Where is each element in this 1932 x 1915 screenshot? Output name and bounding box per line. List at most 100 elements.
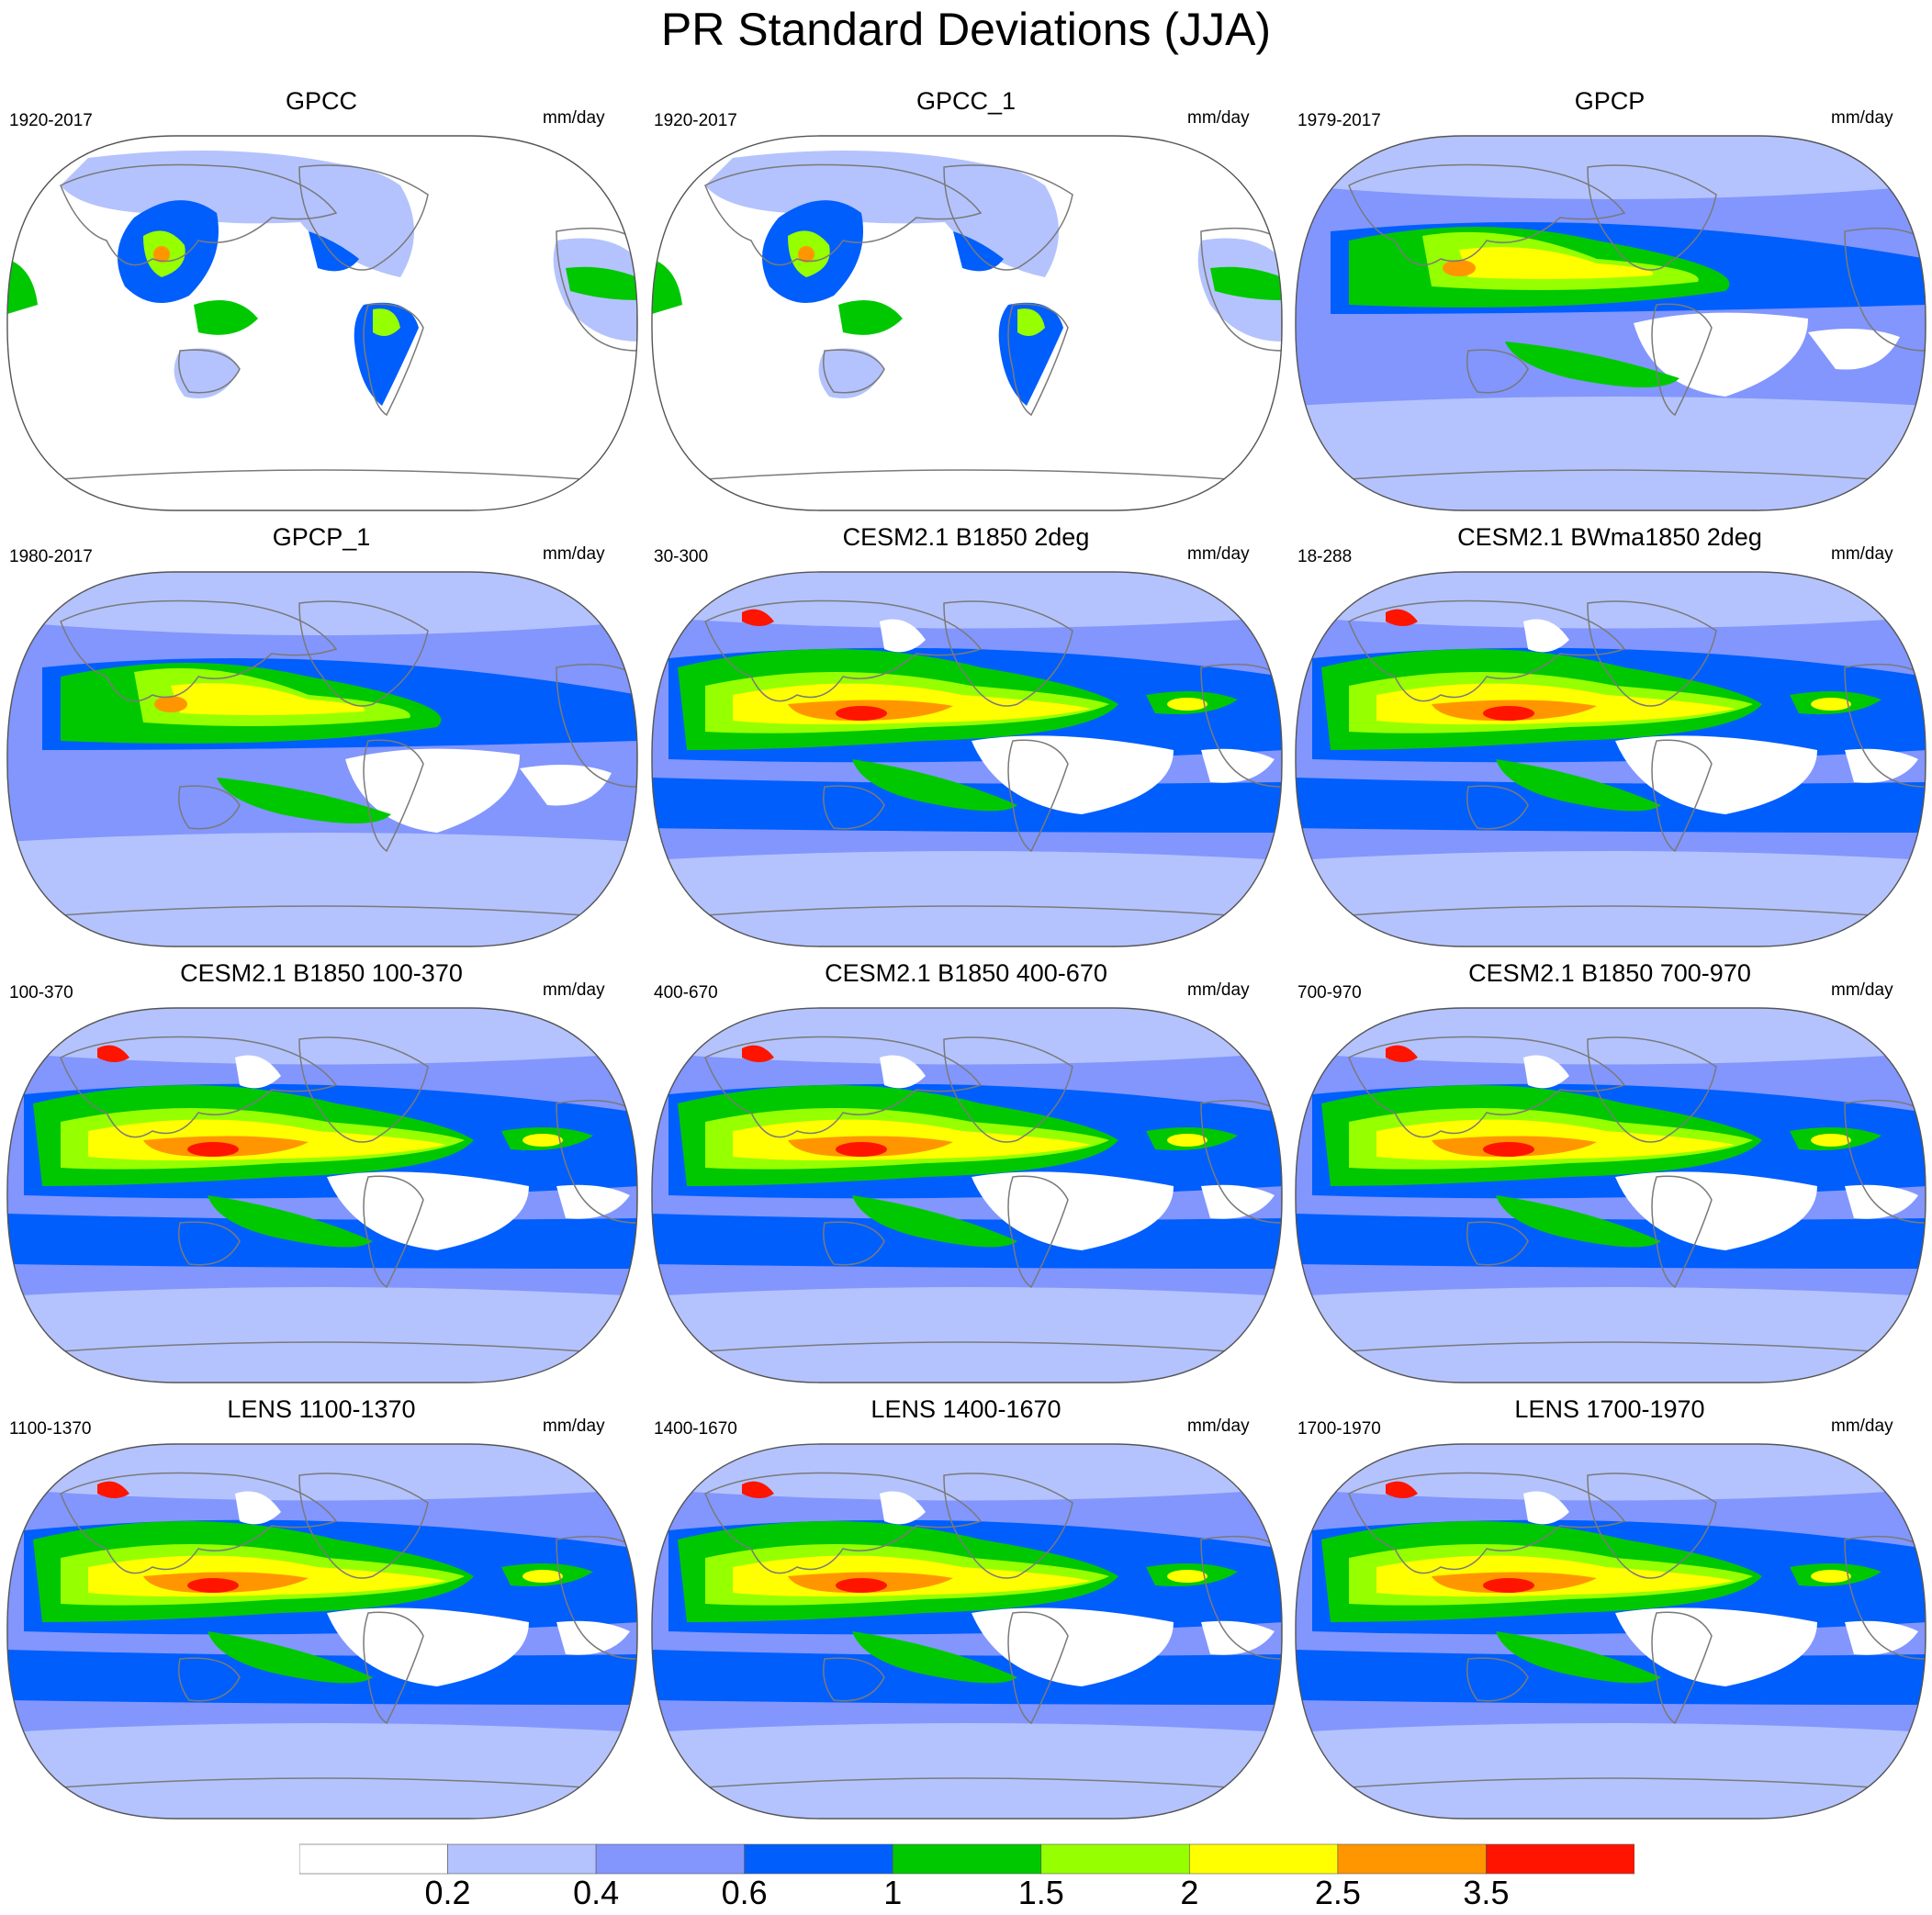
coastline xyxy=(704,905,1230,916)
field-central-america xyxy=(953,231,1004,272)
field-max xyxy=(836,1578,887,1593)
field-spcz xyxy=(1505,342,1679,387)
field-dry-atlantic xyxy=(1808,329,1900,370)
map-panel: LENS 1400-1670 1400-1670 mm/day xyxy=(645,1391,1287,1820)
coastline xyxy=(704,1036,983,1138)
coastline xyxy=(1007,1611,1069,1725)
map-outline xyxy=(651,571,1283,947)
map-outline xyxy=(6,135,638,511)
panel-units: mm/day xyxy=(1187,544,1250,564)
colorbar-swatch xyxy=(1040,1843,1190,1875)
coastline xyxy=(1844,1535,1926,1660)
map-outline xyxy=(1295,1007,1926,1383)
map-outline xyxy=(6,1443,638,1820)
robinson-map xyxy=(651,571,1283,947)
field-max xyxy=(1483,1578,1534,1593)
panel-title: CESM2.1 B1850 2deg xyxy=(842,523,1090,551)
field-arctic xyxy=(1295,1008,1926,1065)
field-dry-pacific xyxy=(972,735,1174,814)
coastline xyxy=(943,164,1073,271)
field-atlantic-core xyxy=(1167,1134,1208,1147)
coastline xyxy=(60,163,338,266)
field-spcz xyxy=(217,778,391,823)
coastline xyxy=(823,1657,885,1702)
coastline xyxy=(298,164,429,271)
field-dry-pacific xyxy=(345,748,520,833)
coastline xyxy=(60,1472,338,1574)
coastline xyxy=(1466,1657,1529,1702)
field-max xyxy=(836,706,887,721)
coastline xyxy=(1651,1175,1713,1289)
field-spcz xyxy=(208,1631,373,1684)
coastline xyxy=(823,785,885,830)
map-outline xyxy=(651,1007,1283,1383)
field-dry-pacific xyxy=(1615,1607,1817,1686)
field-west-edge xyxy=(652,259,682,314)
field-amazon xyxy=(373,308,400,336)
panel-units: mm/day xyxy=(543,1417,605,1436)
panel-title: GPCC_1 xyxy=(915,87,1017,115)
map-panel: GPCP_1 1980-2017 mm/day xyxy=(0,519,643,947)
coastline xyxy=(178,1657,241,1702)
field-amazon xyxy=(1017,308,1045,336)
panel-year-range: 30-300 xyxy=(654,547,709,566)
panel-units: mm/day xyxy=(543,108,605,128)
field-dry-pacific xyxy=(1634,312,1808,397)
panel-units: mm/day xyxy=(1187,108,1250,128)
field-spcz xyxy=(1496,759,1661,812)
field-dry-north xyxy=(235,1055,281,1089)
field-sahel xyxy=(1210,266,1282,300)
colorbar-tick-label: 2.5 xyxy=(1314,1874,1361,1911)
coastline xyxy=(60,1777,585,1788)
panel-units: mm/day xyxy=(1831,1417,1893,1436)
field-monsoon-max xyxy=(97,1045,129,1062)
map-outline xyxy=(6,1007,638,1383)
field-arctic xyxy=(6,1444,638,1501)
map-outline xyxy=(1295,1443,1926,1820)
coastline xyxy=(556,227,638,352)
field-arctic xyxy=(6,1008,638,1065)
coastline xyxy=(1587,600,1717,707)
field-north-america xyxy=(281,162,414,277)
field-arctic xyxy=(651,572,1283,629)
field-antarctic xyxy=(651,1723,1283,1819)
field-dry-atlantic xyxy=(1845,1620,1918,1655)
field-antarctic xyxy=(651,851,1283,946)
field-max xyxy=(187,1578,239,1593)
field-monsoon-max xyxy=(97,1481,129,1498)
field-atlantic-core xyxy=(522,1134,563,1147)
coastline xyxy=(1651,1611,1713,1725)
map-panel: CESM2.1 B1850 400-670 400-670 mm/day xyxy=(645,955,1287,1383)
coastline xyxy=(298,1036,429,1143)
panel-title: LENS 1400-1670 xyxy=(871,1395,1061,1423)
field-dry-north xyxy=(880,1055,926,1089)
map-panel: GPCC 1920-2017 mm/day xyxy=(0,83,643,511)
field-dry-north xyxy=(880,1491,926,1525)
panel-title: GPCP xyxy=(1574,87,1646,115)
map-outline xyxy=(651,1443,1283,1820)
map-panel: GPCC_1 1920-2017 mm/day xyxy=(645,83,1287,511)
colorbar-swatch xyxy=(1486,1843,1634,1875)
coastline xyxy=(1348,1472,1626,1574)
coastline xyxy=(1200,663,1283,788)
map-outline xyxy=(651,135,1283,511)
panel-year-range: 1980-2017 xyxy=(9,547,93,566)
field-monsoon-max xyxy=(1386,1045,1418,1062)
colorbar-swatch xyxy=(1337,1843,1487,1875)
colorbar-tick-label: 3.5 xyxy=(1463,1874,1510,1911)
coastline xyxy=(363,1175,424,1289)
coastline xyxy=(60,905,585,916)
coastline xyxy=(556,1535,638,1660)
field-dry-north xyxy=(1523,1055,1569,1089)
coastline xyxy=(943,1036,1073,1143)
field-monsoon-max xyxy=(1386,1481,1418,1498)
field-antarctic xyxy=(1295,397,1926,510)
panel-year-range: 700-970 xyxy=(1297,983,1362,1002)
field-sahel xyxy=(566,266,637,300)
coastline xyxy=(823,349,885,394)
coastline xyxy=(1587,1036,1717,1143)
field-max xyxy=(187,1142,239,1157)
field-dry-north xyxy=(1523,1491,1569,1525)
coastline xyxy=(178,1221,241,1266)
coastline xyxy=(1200,227,1283,352)
